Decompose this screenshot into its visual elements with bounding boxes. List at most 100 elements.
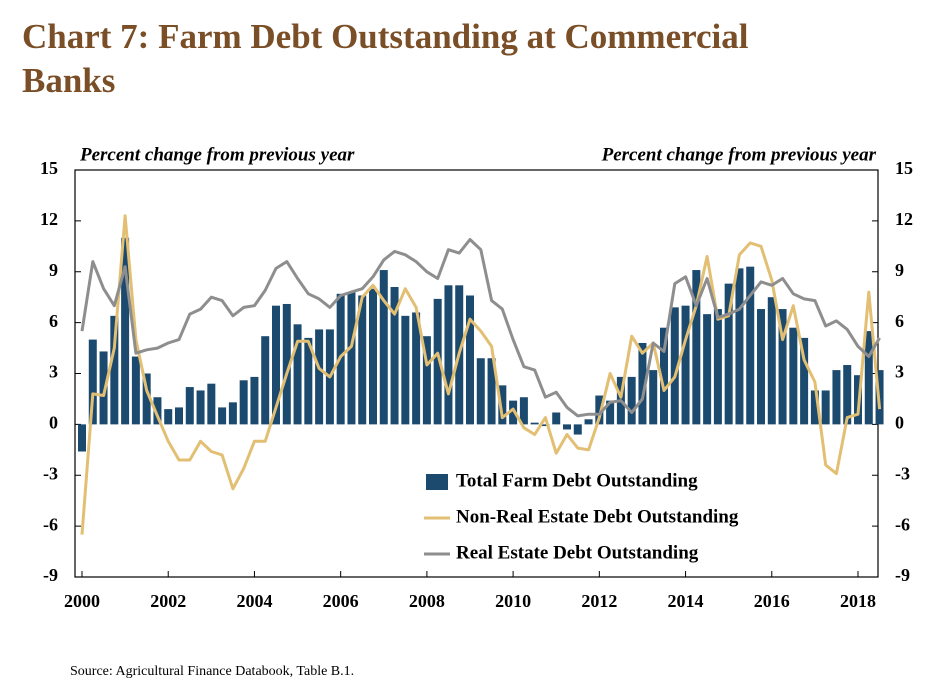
bar bbox=[379, 270, 388, 425]
y2-tick-label: 0 bbox=[895, 413, 904, 433]
bar bbox=[228, 402, 237, 425]
bar bbox=[390, 287, 399, 425]
y-tick-label: -9 bbox=[43, 565, 58, 585]
legend-label: Real Estate Debt Outstanding bbox=[456, 542, 699, 563]
bar bbox=[196, 390, 205, 425]
bar bbox=[864, 331, 873, 425]
bar bbox=[412, 312, 421, 425]
y2-tick-label: 6 bbox=[895, 311, 904, 331]
y-tick-label: 3 bbox=[49, 362, 58, 382]
y2-tick-label: 9 bbox=[895, 260, 904, 280]
bar bbox=[681, 305, 690, 425]
bar bbox=[175, 407, 183, 425]
bar bbox=[789, 327, 798, 425]
bar bbox=[315, 329, 324, 425]
bar bbox=[272, 305, 280, 425]
bar bbox=[282, 303, 291, 425]
bar bbox=[724, 283, 733, 425]
y2-tick-label: 15 bbox=[895, 158, 913, 178]
bar bbox=[347, 292, 356, 425]
bar bbox=[649, 370, 658, 425]
bar bbox=[584, 419, 593, 425]
y2-tick-label: -9 bbox=[895, 565, 910, 585]
bar bbox=[703, 314, 712, 425]
bar bbox=[444, 285, 453, 425]
bar bbox=[369, 288, 377, 425]
bar bbox=[821, 390, 830, 425]
y-tick-label: -3 bbox=[43, 463, 58, 483]
bar bbox=[541, 424, 550, 427]
bar bbox=[433, 298, 442, 425]
legend-label: Total Farm Debt Outstanding bbox=[456, 470, 698, 491]
bar bbox=[218, 407, 227, 425]
bar bbox=[250, 376, 259, 425]
bar bbox=[487, 358, 496, 425]
y-tick-label: 0 bbox=[49, 413, 58, 433]
x-tick-label: 2006 bbox=[323, 591, 359, 611]
x-tick-label: 2004 bbox=[236, 591, 272, 611]
bar bbox=[498, 385, 507, 425]
x-tick-label: 2012 bbox=[581, 591, 617, 611]
x-tick-label: 2000 bbox=[64, 591, 100, 611]
x-tick-label: 2002 bbox=[150, 591, 186, 611]
y-tick-label: 6 bbox=[49, 311, 58, 331]
bar bbox=[670, 307, 679, 425]
bar bbox=[121, 237, 130, 425]
bar bbox=[735, 268, 744, 425]
bar bbox=[401, 315, 410, 425]
bar bbox=[293, 324, 302, 425]
bar bbox=[746, 266, 755, 425]
y2-tick-label: -6 bbox=[895, 514, 910, 534]
bar bbox=[88, 339, 97, 425]
bar bbox=[185, 387, 194, 425]
x-tick-label: 2008 bbox=[409, 591, 445, 611]
bar bbox=[519, 397, 528, 425]
bar bbox=[843, 365, 852, 425]
bar bbox=[800, 337, 809, 425]
bar bbox=[778, 309, 787, 425]
bar bbox=[832, 370, 841, 425]
bar bbox=[110, 315, 119, 425]
bar bbox=[509, 400, 518, 425]
line bbox=[80, 238, 881, 418]
y-tick-label: 9 bbox=[49, 260, 58, 280]
bar bbox=[304, 337, 313, 425]
y2-tick-label: 12 bbox=[895, 209, 913, 229]
bar bbox=[358, 295, 367, 425]
legend-swatch bbox=[426, 474, 448, 490]
bar bbox=[476, 358, 485, 425]
bar bbox=[142, 373, 151, 425]
source: Source: Agricultural Finance Databook, T… bbox=[70, 664, 354, 679]
bar bbox=[164, 409, 173, 425]
bar bbox=[207, 383, 216, 425]
bar bbox=[713, 309, 722, 425]
bar bbox=[153, 397, 162, 425]
y-tick-label: -6 bbox=[43, 514, 58, 534]
x-tick-label: 2014 bbox=[668, 591, 704, 611]
bar bbox=[563, 424, 571, 430]
bar bbox=[767, 297, 776, 425]
bar bbox=[627, 376, 636, 425]
bar bbox=[660, 327, 668, 425]
y-axis-title: Percent change from previous year bbox=[79, 144, 355, 165]
x-tick-label: 2018 bbox=[840, 591, 876, 611]
chart-title: Chart 7: Farm Debt Outstanding at Commer… bbox=[22, 17, 749, 100]
bar bbox=[638, 342, 647, 425]
bar bbox=[99, 351, 108, 425]
bar bbox=[595, 395, 604, 425]
bar bbox=[573, 424, 582, 435]
y2-tick-label: -3 bbox=[895, 463, 910, 483]
bar bbox=[78, 424, 86, 452]
y-tick-label: 12 bbox=[40, 209, 58, 229]
bar bbox=[239, 380, 248, 425]
legend-label: Non-Real Estate Debt Outstanding bbox=[456, 506, 739, 527]
y2-tick-label: 3 bbox=[895, 362, 904, 382]
bar bbox=[552, 412, 561, 425]
y2-axis-title: Percent change from previous year bbox=[601, 144, 877, 165]
x-tick-label: 2016 bbox=[754, 591, 790, 611]
bar bbox=[810, 390, 819, 425]
bar bbox=[466, 295, 474, 425]
bar bbox=[757, 309, 765, 425]
bar bbox=[530, 422, 539, 425]
